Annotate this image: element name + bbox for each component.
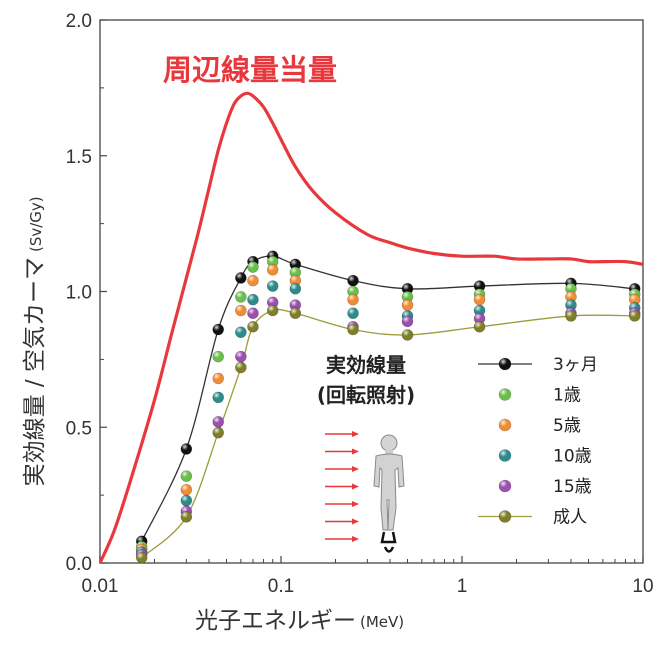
data-point [473,304,486,317]
data-point [235,291,247,303]
data-point [289,282,302,295]
data-point [628,293,641,306]
irradiation-arrows [325,431,359,542]
legend-item: 5歳 [498,416,581,436]
legend-label: 成人 [553,508,587,528]
data-point [235,350,247,363]
legend-label: 3ヶ月 [553,355,598,375]
irradiation-label-line1: 実効線量 [326,353,406,377]
data-point [247,320,259,333]
x-tick-label: 10 [632,576,653,597]
data-point [180,483,193,496]
y-axis-unit: (Sv/Gy) [27,196,45,252]
data-point [247,261,259,273]
x-axis-title: 光子エネルギー [195,608,356,634]
data-point [180,494,193,507]
legend-item: 1歳 [498,386,581,406]
data-point [289,299,302,311]
data-point [565,310,577,322]
data-point [235,272,247,284]
data-point [266,255,279,268]
human-figure-icon [373,434,405,553]
data-point [401,291,414,303]
data-point [473,293,486,306]
data-point [212,323,225,336]
y-tick-label: 1.0 [66,283,92,304]
data-point [180,443,193,455]
data-point [266,304,279,317]
data-point [347,274,359,287]
y-tick-label: 0.0 [66,554,92,575]
data-point [180,511,193,523]
y-tick-label: 0.5 [66,418,92,439]
legend-label: 5歳 [553,416,581,436]
data-point [247,293,259,306]
data-point [212,426,225,439]
data-point [401,282,414,295]
reference-curve-label: 周辺線量当量 [163,53,337,87]
series-line [141,308,635,559]
data-point [289,274,302,287]
data-point [289,258,302,271]
data-point [289,307,302,320]
data-point [401,315,414,328]
data-point [473,280,486,292]
data-point [347,323,359,336]
data-point [247,274,259,287]
irradiation-label-line2: (回転照射) [317,383,415,407]
x-tick-label: 0.01 [82,576,119,597]
data-point [266,263,279,276]
data-point [235,304,247,317]
legend-item: 10歳 [498,447,592,467]
data-point [347,293,359,306]
data-point [347,307,359,320]
y-tick-label: 2.0 [66,11,92,32]
data-point [212,350,225,363]
legend-item: 15歳 [498,477,592,497]
reference-curve-line [100,91,643,563]
x-tick-label: 1 [457,576,468,597]
data-point [212,391,225,404]
legend-label: 10歳 [553,447,592,467]
data-point [266,280,279,292]
legend-item: 成人 [478,508,587,528]
legend-item: 3ヶ月 [478,355,598,375]
data-point [401,329,414,341]
legend-label: 1歳 [553,386,581,406]
data-point [212,416,225,428]
data-point [565,291,577,303]
data-point [473,320,486,333]
data-point [247,307,259,320]
y-axis-title: 実効線量 / 空気カーマ [22,257,48,486]
data-point [235,326,247,339]
x-tick-label: 0.1 [268,576,294,597]
legend-label: 15歳 [553,477,592,497]
data-point [180,470,193,482]
series-line [141,255,635,542]
x-axis-unit: (MeV) [360,613,404,631]
data-point [235,361,247,374]
data-point [212,372,225,385]
data-point [289,266,302,279]
y-tick-label: 1.5 [66,147,92,168]
data-point [401,299,414,311]
data-point [135,551,148,564]
data-point [266,296,279,309]
data-point [628,310,641,322]
data-point [565,282,577,295]
